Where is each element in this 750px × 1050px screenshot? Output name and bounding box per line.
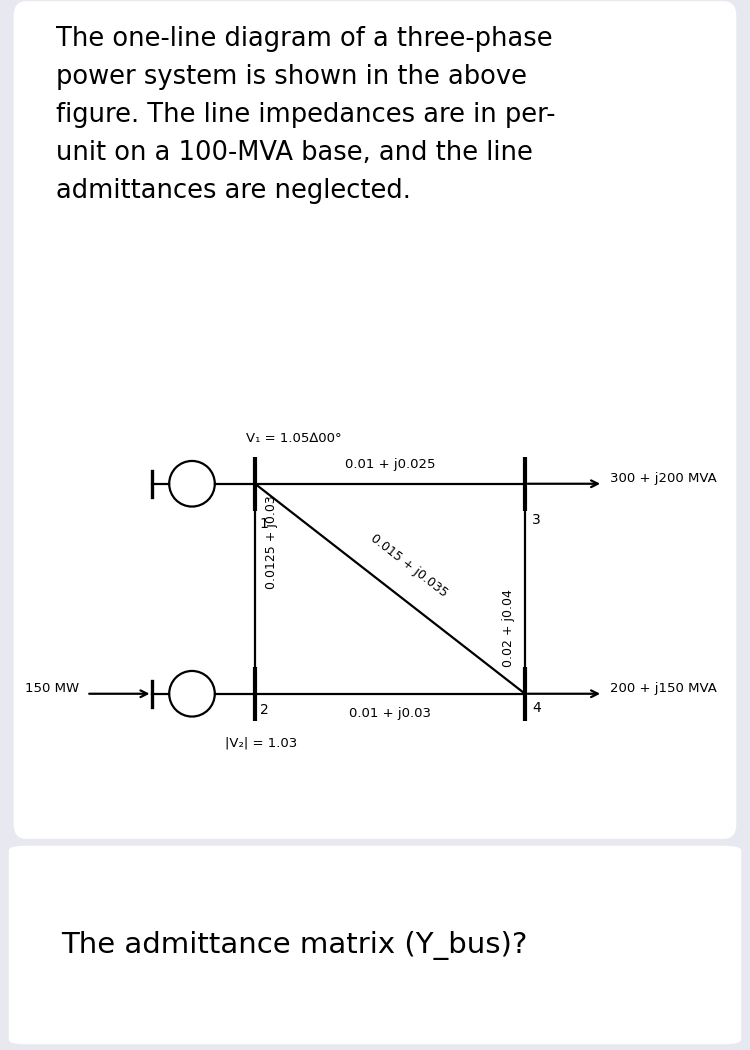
Text: 200 + j150 MVA: 200 + j150 MVA	[610, 682, 717, 695]
Text: 150 MW: 150 MW	[25, 682, 80, 695]
Text: 0.015 + j0.035: 0.015 + j0.035	[368, 531, 450, 600]
Text: 300 + j200 MVA: 300 + j200 MVA	[610, 472, 717, 485]
Text: 0.01 + j0.03: 0.01 + j0.03	[349, 707, 431, 720]
Text: 0.01 + j0.025: 0.01 + j0.025	[345, 458, 435, 470]
FancyBboxPatch shape	[9, 846, 741, 1044]
Text: 4: 4	[532, 701, 541, 715]
Text: V₁ = 1.05∆00°: V₁ = 1.05∆00°	[246, 432, 341, 445]
Text: 2: 2	[260, 702, 268, 717]
FancyBboxPatch shape	[13, 1, 736, 839]
Text: 3: 3	[532, 512, 541, 526]
Text: The admittance matrix (Y_bus)?: The admittance matrix (Y_bus)?	[62, 930, 527, 960]
Text: 1: 1	[260, 517, 268, 530]
Text: The one-line diagram of a three-phase
power system is shown in the above
figure.: The one-line diagram of a three-phase po…	[56, 26, 556, 205]
Text: 0.0125 + j0.03: 0.0125 + j0.03	[266, 495, 278, 589]
Text: 0.02 + j0.04: 0.02 + j0.04	[502, 589, 515, 667]
Text: |V₂| = 1.03: |V₂| = 1.03	[225, 737, 297, 750]
